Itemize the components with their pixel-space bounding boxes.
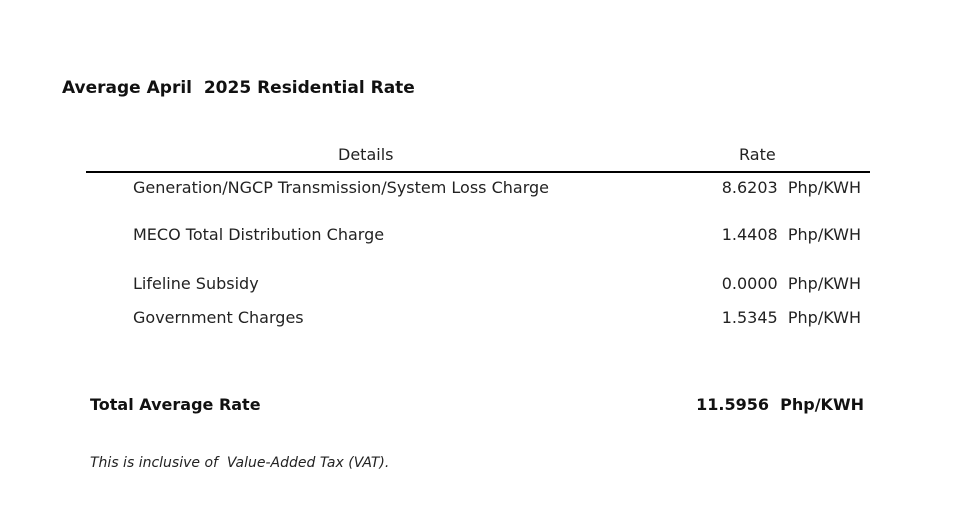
details-column-header: Details <box>338 145 394 164</box>
table-row-distribution: MECO Total Distribution Charge 1.4408 Ph… <box>0 225 963 247</box>
row-label: MECO Total Distribution Charge <box>133 225 385 244</box>
table-row-lifeline: Lifeline Subsidy 0.0000 Php/KWH <box>0 274 963 296</box>
header-divider <box>86 171 870 173</box>
table-row-generation: Generation/NGCP Transmission/System Loss… <box>0 178 963 200</box>
row-rate-value: 1.4408 Php/KWH <box>721 225 861 244</box>
row-rate-value: 8.6203 Php/KWH <box>721 178 861 197</box>
total-label: Total Average Rate <box>90 395 261 414</box>
row-label: Lifeline Subsidy <box>133 274 259 293</box>
row-label: Generation/NGCP Transmission/System Loss… <box>133 178 550 197</box>
row-label: Government Charges <box>133 308 304 327</box>
row-rate-value: 1.5345 Php/KWH <box>721 308 861 327</box>
row-rate-value: 0.0000 Php/KWH <box>721 274 861 293</box>
vat-footnote: This is inclusive of Value-Added Tax (VA… <box>90 455 390 471</box>
total-row: Total Average Rate 11.5956 Php/KWH <box>0 395 963 417</box>
rate-column-header: Rate <box>739 145 776 164</box>
table-row-government: Government Charges 1.5345 Php/KWH <box>0 308 963 330</box>
page-title: Average April 2025 Residential Rate <box>62 78 415 98</box>
total-rate-value: 11.5956 Php/KWH <box>696 395 864 414</box>
